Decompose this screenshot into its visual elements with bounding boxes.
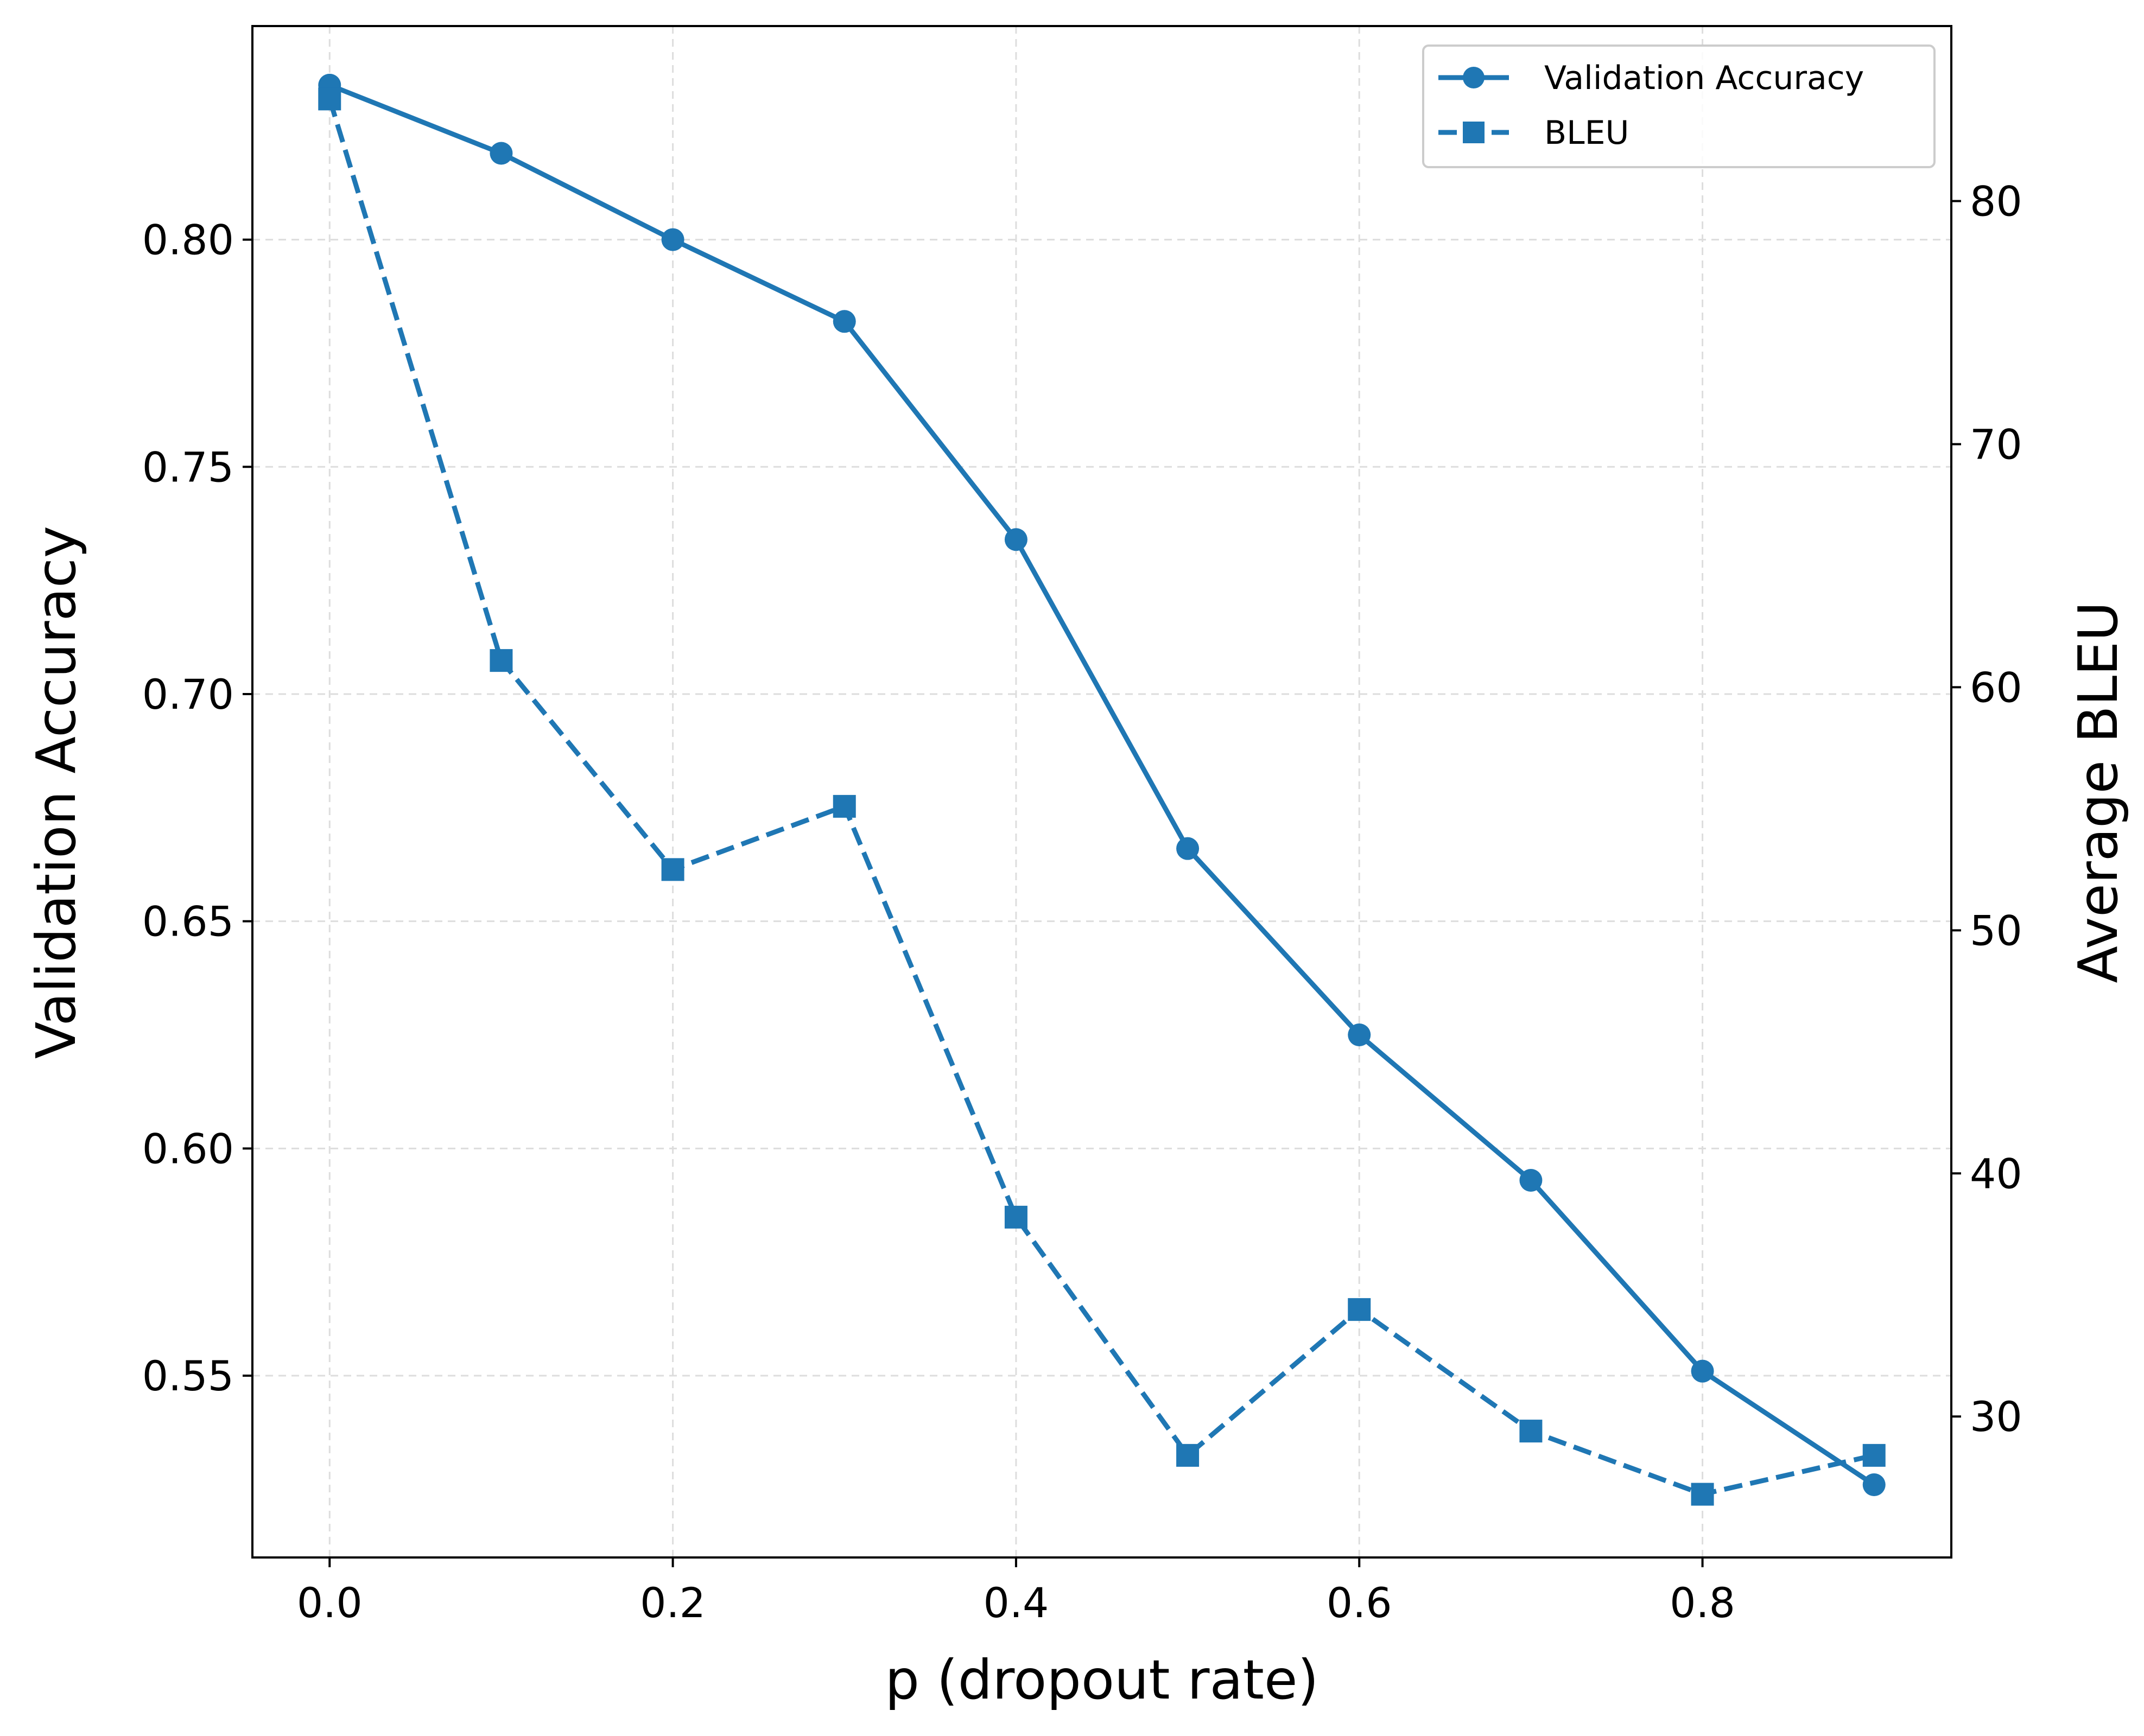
y-axis-title: Validation Accuracy xyxy=(24,526,88,1059)
data-point-validation-accuracy xyxy=(833,310,856,333)
y-tick-label: 0.75 xyxy=(142,443,234,491)
y2-axis-title: Average BLEU xyxy=(2066,601,2130,983)
x-tick-label: 0.8 xyxy=(1670,1579,1735,1627)
y2-tick-label: 70 xyxy=(1970,420,2022,468)
y-tick-label: 0.70 xyxy=(142,670,234,718)
data-point-bleu xyxy=(490,649,513,672)
x-axis-title: p (dropout rate) xyxy=(885,1648,1318,1712)
y-tick-label: 0.65 xyxy=(142,898,234,946)
series-layer xyxy=(318,73,1886,1506)
series-line-validation-accuracy xyxy=(327,82,1877,1487)
legend-marker-bleu xyxy=(1463,122,1485,143)
data-point-validation-accuracy xyxy=(1176,837,1200,860)
ticks: 0.0 0.2 0.4 0.6 0.8 0.55 0.60 0.65 0.70 0.75 0.80 3… xyxy=(142,177,2022,1627)
y2-tick-label: 50 xyxy=(1970,906,2022,955)
x-tick-label: 0.6 xyxy=(1327,1579,1392,1627)
data-point-bleu xyxy=(833,794,856,818)
data-point-validation-accuracy xyxy=(1519,1168,1543,1192)
data-point-bleu xyxy=(1691,1483,1714,1506)
legend: Validation Accuracy BLEU xyxy=(1422,44,1936,168)
data-point-validation-accuracy xyxy=(1004,528,1027,551)
y-tick-label: 0.80 xyxy=(142,216,234,264)
y-tick-label: 0.55 xyxy=(142,1352,234,1400)
data-point-validation-accuracy xyxy=(1691,1359,1714,1383)
data-point-bleu xyxy=(1519,1420,1543,1443)
plot-frame xyxy=(251,25,1952,1559)
x-tick-label: 0.0 xyxy=(297,1579,363,1627)
series-line-bleu xyxy=(327,98,1875,1497)
data-point-bleu xyxy=(1004,1205,1027,1229)
y2-tick-label: 40 xyxy=(1970,1149,2022,1198)
y-tick-label: 0.60 xyxy=(142,1124,234,1173)
data-point-bleu xyxy=(1862,1444,1886,1467)
y2-tick-label: 80 xyxy=(1970,177,2022,226)
data-point-validation-accuracy xyxy=(490,142,513,165)
legend-label-validation-accuracy: Validation Accuracy xyxy=(1544,59,1864,97)
y2-tick-label: 60 xyxy=(1970,663,2022,711)
data-point-validation-accuracy xyxy=(1348,1023,1371,1047)
data-point-bleu xyxy=(661,858,684,881)
data-point-bleu xyxy=(318,87,341,111)
x-tick-label: 0.4 xyxy=(983,1579,1049,1627)
data-point-bleu xyxy=(1348,1298,1371,1321)
x-tick-label: 0.2 xyxy=(640,1579,706,1627)
y2-tick-label: 30 xyxy=(1970,1392,2022,1441)
data-point-bleu xyxy=(1176,1444,1200,1467)
legend-box xyxy=(1422,44,1936,168)
legend-label-bleu: BLEU xyxy=(1544,114,1629,152)
data-point-validation-accuracy xyxy=(1862,1473,1886,1497)
data-point-validation-accuracy xyxy=(661,228,684,251)
legend-marker-validation-accuracy xyxy=(1463,67,1485,88)
